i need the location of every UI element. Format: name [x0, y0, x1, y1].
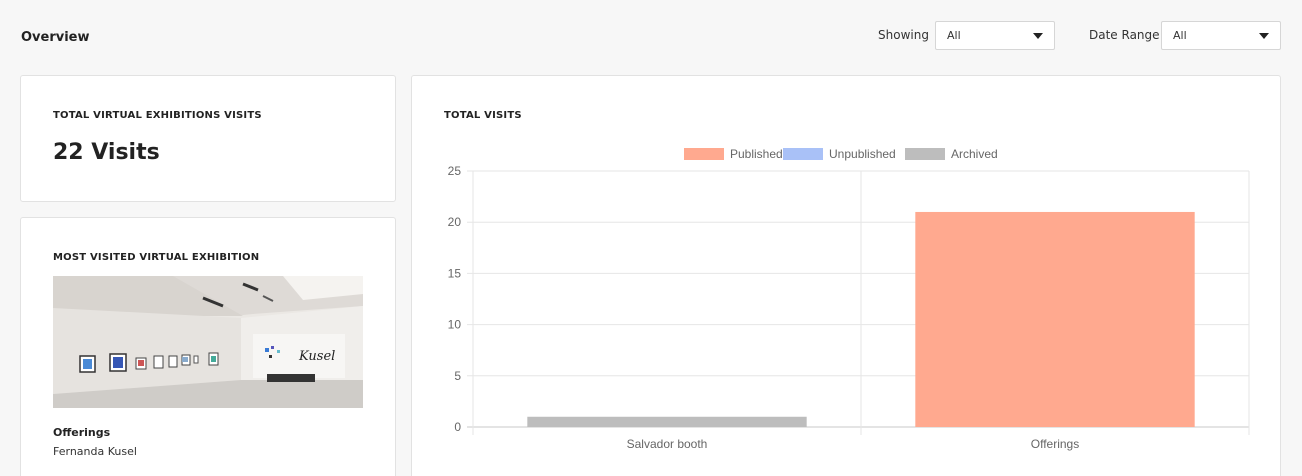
date-range-label: Date Range [1089, 28, 1160, 42]
most-visited-label: MOST VISITED VIRTUAL EXHIBITION [53, 252, 260, 263]
total-visits-chart-card: TOTAL VISITS Published Unpublished Archive… [411, 75, 1281, 476]
y-tick-label: 5 [454, 369, 461, 383]
legend-label-published[interactable]: Published [730, 147, 783, 161]
bar-published[interactable] [915, 211, 1195, 427]
legend-label-unpublished[interactable]: Unpublished [829, 147, 896, 161]
chevron-down-icon [1259, 33, 1269, 39]
signature-logo: Kusel [298, 349, 335, 364]
exhibition-artist: Fernanda Kusel [53, 445, 137, 458]
y-tick-label: 20 [448, 215, 462, 229]
exhibition-name[interactable]: Offerings [53, 426, 111, 439]
y-tick-label: 10 [448, 318, 462, 332]
total-visits-card: TOTAL VIRTUAL EXHIBITIONS VISITS 22 Visi… [20, 75, 396, 202]
x-tick-label: Offerings [1031, 437, 1079, 451]
legend-swatch-archived[interactable] [905, 148, 945, 160]
showing-select[interactable]: All [935, 21, 1055, 50]
page-title: Overview [21, 30, 90, 45]
y-tick-label: 25 [448, 164, 462, 178]
date-range-select[interactable]: All [1161, 21, 1281, 50]
date-range-select-value: All [1173, 29, 1187, 42]
most-visited-card: MOST VISITED VIRTUAL EXHIBITION Kusel [20, 217, 396, 476]
total-visits-value: 22 Visits [53, 140, 160, 165]
chevron-down-icon [1033, 33, 1043, 39]
legend-swatch-published[interactable] [684, 148, 724, 160]
y-tick-label: 15 [448, 266, 462, 280]
total-visits-bar-chart: Published Unpublished Archived 0 5 10 15 20 25 Sa… [448, 147, 1250, 451]
exhibition-thumbnail[interactable]: Kusel [53, 276, 363, 408]
legend-swatch-unpublished[interactable] [783, 148, 823, 160]
x-tick-label: Salvador booth [627, 437, 708, 451]
showing-label: Showing [878, 28, 929, 42]
total-visits-label: TOTAL VIRTUAL EXHIBITIONS VISITS [53, 110, 262, 121]
y-tick-label: 0 [454, 420, 461, 434]
bar-archived[interactable] [527, 416, 807, 427]
chart-title: TOTAL VISITS [444, 110, 522, 121]
showing-select-value: All [947, 29, 961, 42]
legend-label-archived[interactable]: Archived [951, 147, 998, 161]
